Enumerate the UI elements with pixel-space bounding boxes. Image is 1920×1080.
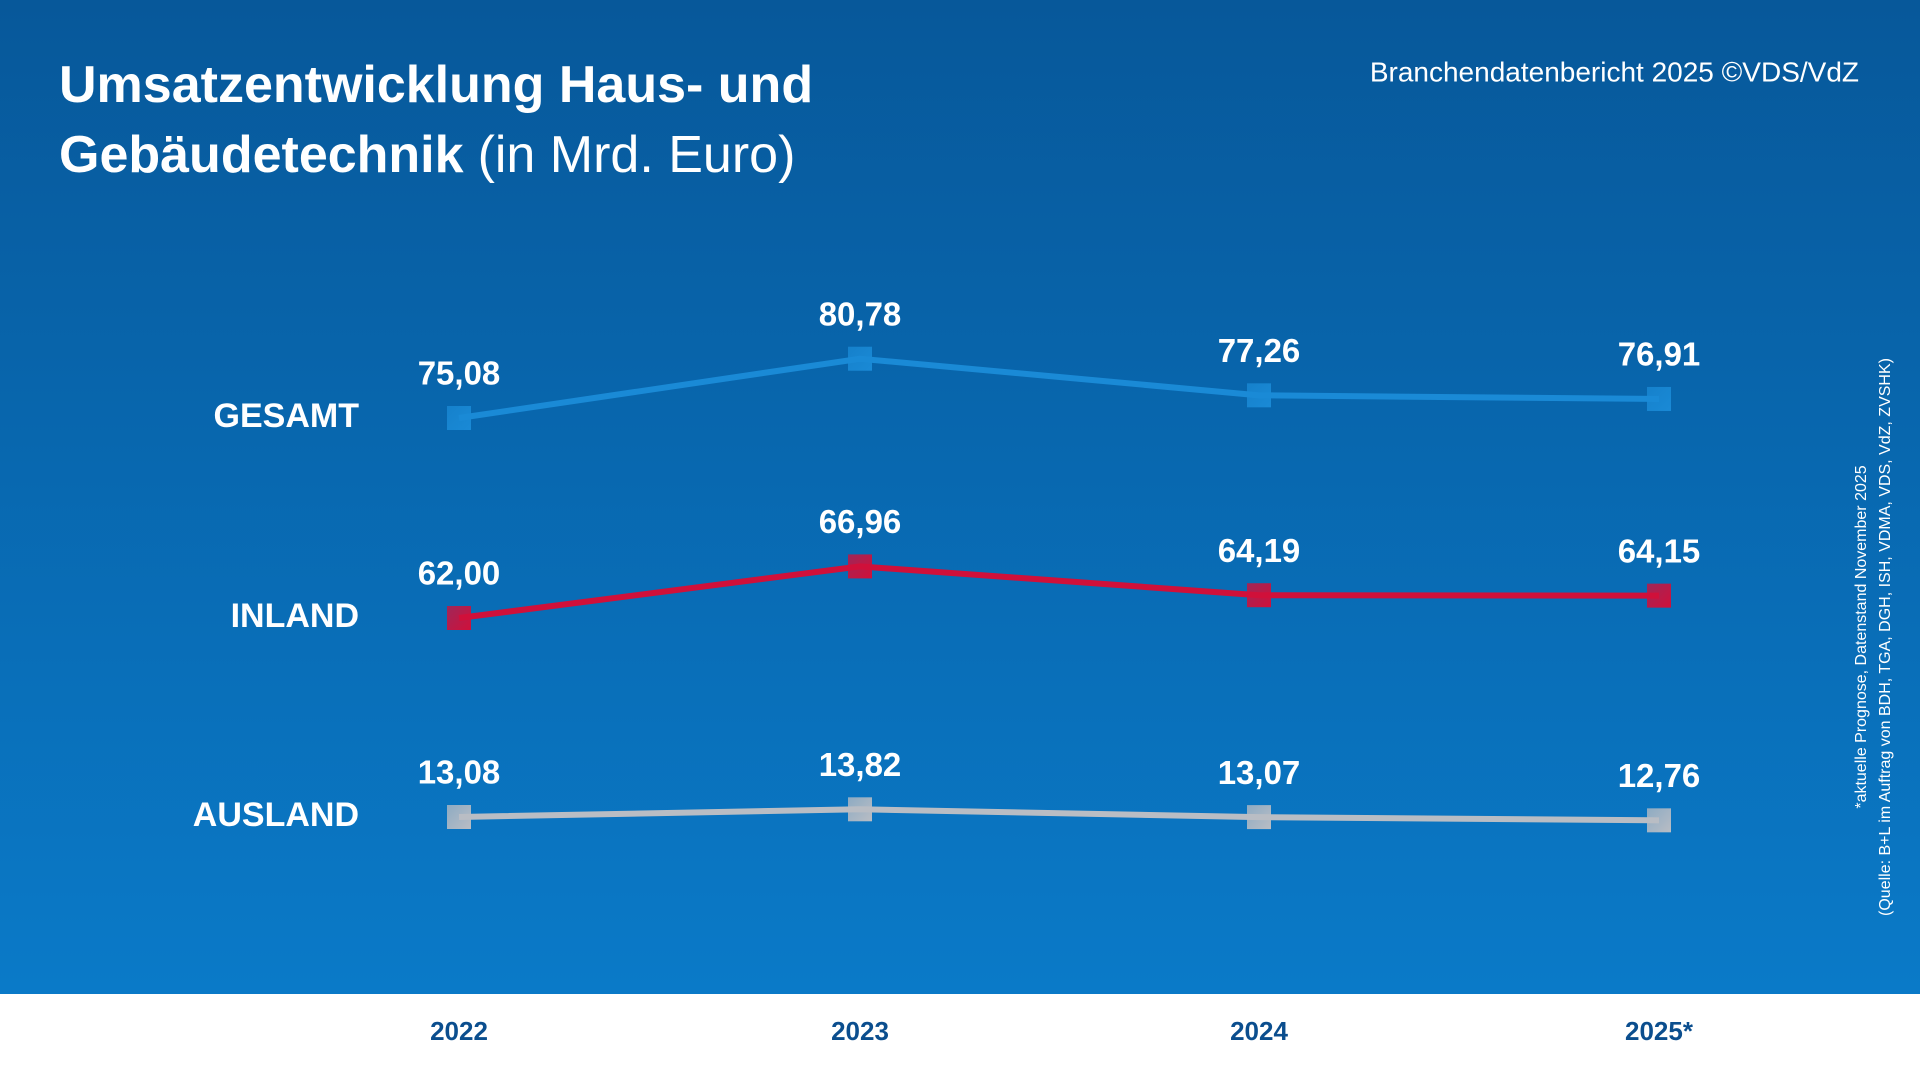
x-tick-label: 2023 [831, 1016, 889, 1046]
data-point [1647, 583, 1671, 608]
title-line: Gebäudetechnik [59, 126, 464, 184]
data-label: 64,19 [1218, 532, 1301, 569]
data-point [848, 554, 872, 579]
data-point [848, 346, 872, 371]
data-point [1247, 583, 1271, 608]
title-line: Umsatzentwicklung Haus- und [59, 56, 813, 114]
title-unit: (in Mrd. Euro) [478, 126, 796, 184]
data-label: 80,78 [819, 295, 902, 332]
data-point [1247, 805, 1271, 830]
footnote: *aktuelle Prognose, Datenstand November … [1853, 465, 1870, 808]
data-label: 77,26 [1218, 332, 1301, 369]
data-label: 62,00 [418, 555, 501, 592]
data-label: 66,96 [819, 503, 902, 540]
legend-label: INLAND [231, 597, 359, 635]
source: Branchendatenbericht 2025 ©VDS/VdZ [1370, 56, 1859, 87]
data-point [1647, 808, 1671, 833]
data-label: 13,82 [819, 746, 902, 783]
x-tick-label: 2024 [1230, 1016, 1288, 1046]
data-point [447, 606, 471, 630]
data-point [848, 797, 872, 822]
data-label: 12,76 [1618, 757, 1701, 794]
series-line [458, 563, 1660, 621]
data-point [447, 406, 471, 430]
legend-label: GESAMT [214, 397, 360, 435]
footnote: (Quelle: B+L im Auftrag von BDH, TGA, DG… [1877, 358, 1894, 916]
background [0, 0, 1920, 994]
chart-title: Umsatzentwicklung Haus- und [59, 56, 813, 114]
axis-band [0, 994, 1920, 1080]
x-tick-label: 2025* [1625, 1016, 1694, 1046]
data-label: 64,15 [1618, 532, 1701, 569]
series-line [458, 355, 1660, 421]
data-label: 75,08 [418, 355, 501, 392]
data-point [1647, 386, 1671, 411]
chart-title: Gebäudetechnik (in Mrd. Euro) [59, 126, 795, 184]
data-point [447, 805, 471, 829]
data-point [1247, 383, 1271, 408]
series-line [458, 806, 1660, 824]
data-label: 76,91 [1618, 336, 1701, 373]
data-label: 13,07 [1218, 754, 1301, 791]
legend-label: AUSLAND [193, 796, 359, 834]
x-tick-label: 2022 [430, 1016, 488, 1046]
data-label: 13,08 [418, 754, 501, 791]
